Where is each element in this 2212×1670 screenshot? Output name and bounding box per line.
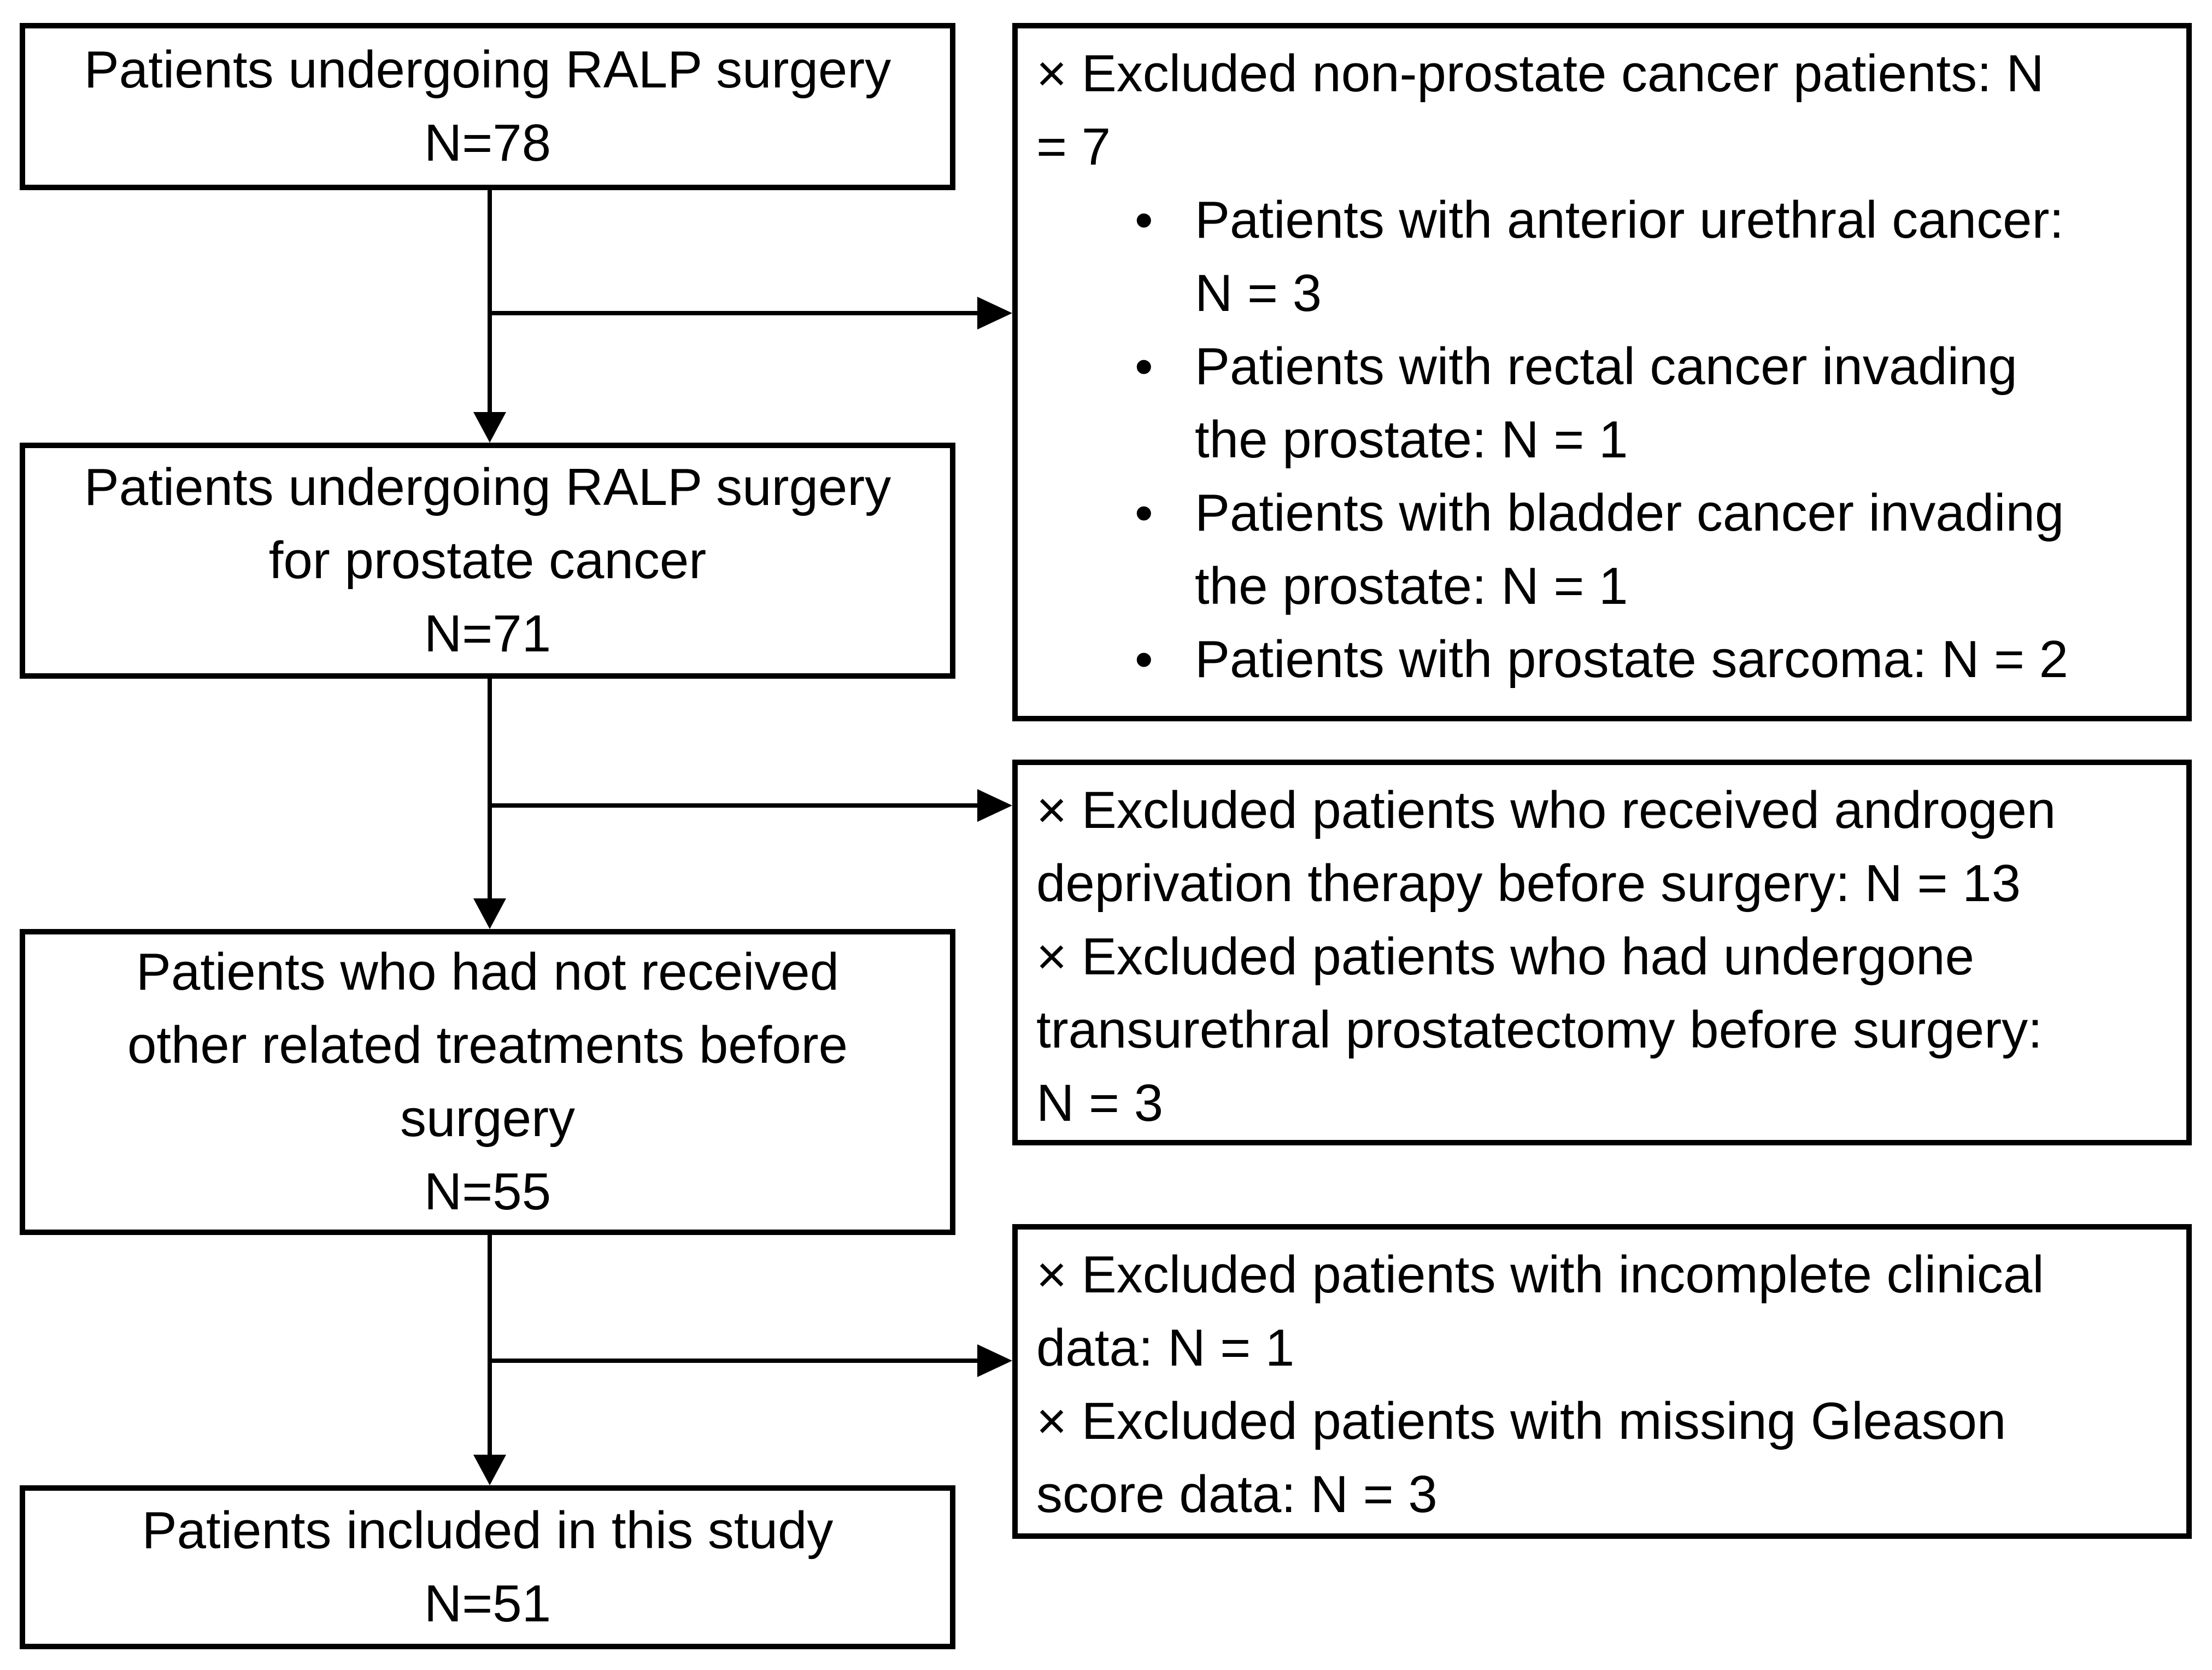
text-line: × Excluded patients who received androge… <box>1036 781 2056 839</box>
exclusion-entry: × Excluded patients with incomplete clin… <box>1036 1238 2179 1385</box>
bullet-item: • Patients with bladder cancer invading th… <box>1135 477 2179 623</box>
box-label: Patients undergoing RALP surgery for pros… <box>84 451 891 597</box>
box-label: Patients undergoing RALP surgery <box>84 33 891 107</box>
bullet-text: Patients with prostate sarcoma: N = 2 <box>1195 623 2068 696</box>
text-line: × Excluded non-prostate cancer patients:… <box>1036 44 2044 103</box>
connector-line-1 <box>488 190 492 414</box>
exclusion-entry: × Excluded patients who received androge… <box>1036 774 2179 920</box>
arrow-down-icon-2 <box>473 898 506 929</box>
arrow-right-icon-1 <box>977 297 1012 330</box>
box-n-value: N=78 <box>424 114 551 172</box>
text-line: for prostate cancer <box>268 531 707 590</box>
bullet-item: • Patients with rectal cancer invading the… <box>1135 330 2179 477</box>
exclusion-entry: × Excluded patients with missing Gleason… <box>1036 1385 2179 1531</box>
text-line: Patients undergoing RALP surgery <box>84 40 891 99</box>
exclusion-entries: × Excluded patients with incomplete clin… <box>1036 1238 2179 1531</box>
text-line: Patients included in this study <box>142 1501 834 1560</box>
bullet-item: • Patients with anterior urethral cancer:… <box>1135 184 2179 330</box>
text-line: Patients with rectal cancer invading <box>1195 337 2017 396</box>
exclusion-box-missing-data: × Excluded patients with incomplete clin… <box>1012 1224 2192 1539</box>
text-line: other related treatments before <box>127 1016 848 1074</box>
text-line: N = 3 <box>1195 264 1322 322</box>
exclusion-box-prior-therapy: × Excluded patients who received androge… <box>1012 760 2192 1145</box>
bullet-icon: • <box>1135 337 1153 396</box>
box-no-prior-treatment: Patients who had not received other relat… <box>20 929 955 1235</box>
bullet-text: Patients with bladder cancer invading the… <box>1195 477 2064 623</box>
box-n-value: N=71 <box>424 604 551 663</box>
text-line: × Excluded patients who had undergone <box>1036 927 1974 986</box>
exclusion-entry: × Excluded non-prostate cancer patients:… <box>1036 37 2179 184</box>
text-line: × Excluded patients with missing Gleason <box>1036 1392 2006 1450</box>
arrow-down-icon-3 <box>473 1455 506 1485</box>
box-ralp-surgery: Patients undergoing RALP surgery N=78 <box>20 23 955 190</box>
exclusion-entries: × Excluded patients who received androge… <box>1036 774 2179 1140</box>
arrow-down-icon-1 <box>473 412 506 443</box>
bullet-text: Patients with rectal cancer invading the … <box>1195 330 2017 477</box>
box-n-value: N=55 <box>424 1162 551 1221</box>
branch-line-2 <box>488 803 978 808</box>
bullet-text: Patients with anterior urethral cancer: N… <box>1195 184 2064 330</box>
text-line: N = 3 <box>1036 1074 1164 1132</box>
text-line: transurethral prostatectomy before surge… <box>1036 1001 2043 1059</box>
branch-line-3 <box>488 1359 978 1363</box>
text-line: = 7 <box>1036 117 1111 176</box>
box-included-in-study: Patients included in this study N=51 <box>20 1485 955 1649</box>
text-line: deprivation therapy before surgery: N = … <box>1036 854 2021 913</box>
text-line: × Excluded patients with incomplete clin… <box>1036 1245 2044 1304</box>
box-label: Patients included in this study <box>142 1494 834 1567</box>
bullet-icon: • <box>1135 630 1153 689</box>
box-ralp-prostate-cancer: Patients undergoing RALP surgery for pros… <box>20 443 955 679</box>
box-label: Patients who had not received other relat… <box>127 936 848 1155</box>
arrow-right-icon-3 <box>977 1344 1012 1377</box>
text-line: Patients undergoing RALP surgery <box>84 458 891 516</box>
box-n-value: N=51 <box>424 1574 551 1633</box>
exclusion-box-non-prostate: × Excluded non-prostate cancer patients:… <box>1012 23 2192 721</box>
text-line: surgery <box>400 1089 576 1148</box>
text-line: Patients with anterior urethral cancer: <box>1195 191 2064 249</box>
connector-line-2 <box>488 679 492 899</box>
exclusion-entries: × Excluded non-prostate cancer patients:… <box>1036 37 2179 184</box>
text-line: score data: N = 3 <box>1036 1465 1437 1524</box>
exclusion-bullet-list: • Patients with anterior urethral cancer:… <box>1036 184 2179 696</box>
bullet-icon: • <box>1135 484 1153 542</box>
text-line: Patients who had not received <box>136 943 840 1001</box>
arrow-right-icon-2 <box>977 789 1012 822</box>
connector-line-3 <box>488 1235 492 1456</box>
exclusion-entry: × Excluded patients who had undergone tra… <box>1036 920 2179 1140</box>
text-line: the prostate: N = 1 <box>1195 557 1628 615</box>
bullet-icon: • <box>1135 191 1153 249</box>
text-line: data: N = 1 <box>1036 1319 1295 1377</box>
bullet-item: • Patients with prostate sarcoma: N = 2 <box>1135 623 2179 696</box>
branch-line-1 <box>488 311 978 315</box>
text-line: the prostate: N = 1 <box>1195 410 1628 469</box>
text-line: Patients with bladder cancer invading <box>1195 484 2064 542</box>
text-line: Patients with prostate sarcoma: N = 2 <box>1195 630 2069 689</box>
